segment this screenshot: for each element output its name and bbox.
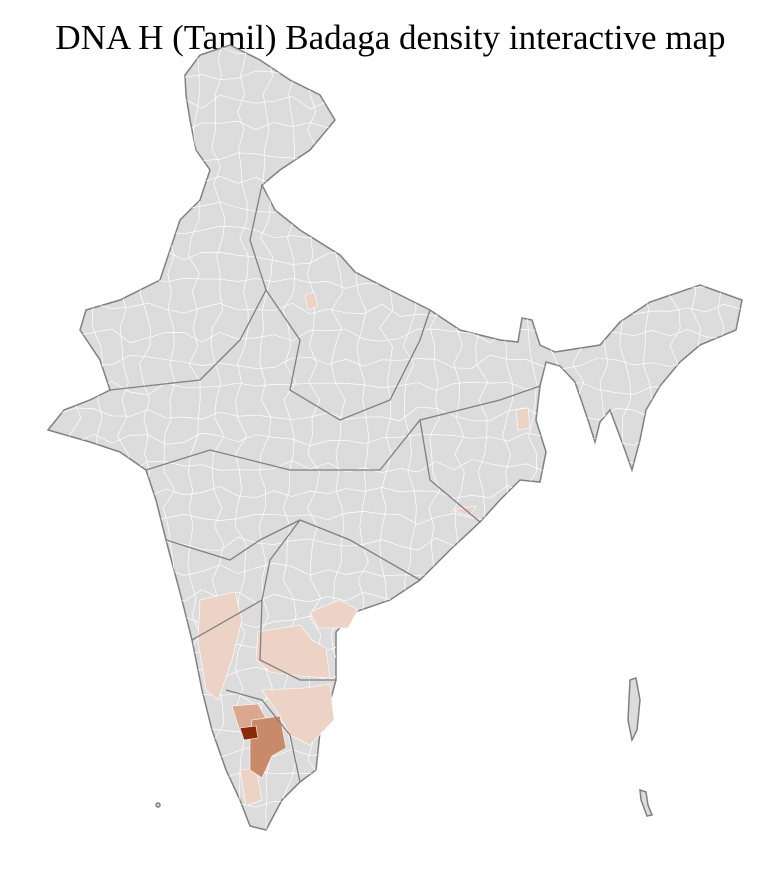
district-border-line [48,406,742,422]
district-border-line [48,45,742,58]
density-regions [197,291,531,807]
district-border-line [48,770,742,786]
district-border-line [48,328,742,344]
region-low[interactable] [261,683,335,746]
district-border-line [48,120,742,135]
district-border-line [48,381,742,396]
district-border-line [48,45,58,830]
district-border-line [48,354,742,370]
district-border-line [666,45,681,830]
district-border-line [715,45,729,830]
district-border-line [48,172,742,187]
district-border-line [546,45,562,830]
region-low[interactable] [197,591,243,701]
district-border-line [48,614,742,629]
andaman-islands[interactable] [627,677,641,743]
district-border-line [739,45,742,830]
district-border-line [642,45,658,830]
district-border-line [48,69,742,83]
region-low[interactable] [515,407,531,431]
state-borders [109,184,541,783]
district-border-line [48,94,742,110]
region-high[interactable] [249,715,287,779]
district-border-line [48,225,742,240]
district-border-line [48,147,742,162]
district-border-line [48,796,742,811]
region-low[interactable] [255,624,331,679]
region-low[interactable] [309,599,359,629]
region-low[interactable] [304,291,319,311]
district-border-line [48,822,742,830]
district-border-line [48,744,742,760]
district-border-line [48,199,742,213]
district-border-line [210,45,226,830]
district-border-line [571,45,585,830]
district-border-line [48,250,742,266]
region-highest[interactable] [239,725,259,741]
map-title: DNA H (Tamil) Badaga density interactive… [55,18,726,57]
nicobar-islands[interactable] [639,788,654,817]
district-border-line [691,45,706,830]
lakshadweep-islands[interactable] [155,802,161,808]
district-border-line [48,640,742,656]
district-border-line [234,45,249,830]
